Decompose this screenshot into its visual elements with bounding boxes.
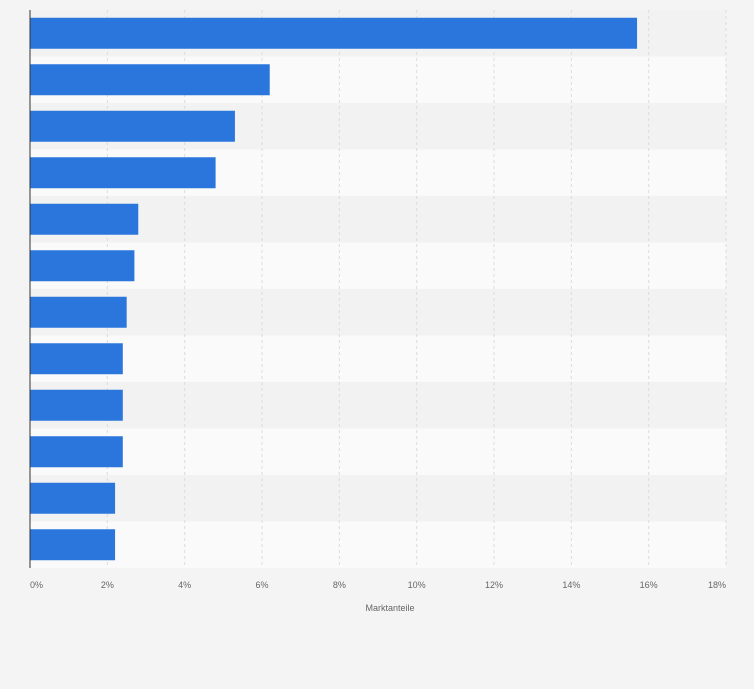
row-band <box>30 289 726 336</box>
bar[interactable] <box>30 389 123 421</box>
bar[interactable] <box>30 17 638 49</box>
bar[interactable] <box>30 482 116 514</box>
x-tick-label: 2% <box>101 580 114 590</box>
x-tick-label: 16% <box>640 580 658 590</box>
x-tick-label: 8% <box>333 580 346 590</box>
x-tick-label: 18% <box>708 580 726 590</box>
bar[interactable] <box>30 296 127 328</box>
row-band <box>30 475 726 522</box>
row-band <box>30 521 726 568</box>
bar[interactable] <box>30 157 216 189</box>
x-tick-label: 0% <box>30 580 43 590</box>
x-tick-label: 12% <box>485 580 503 590</box>
x-tick-labels: 0% 2% 4% 6% 8% 10% 12% 14% 16% 18% <box>30 580 726 590</box>
x-tick-label: 10% <box>408 580 426 590</box>
row-band <box>30 196 726 243</box>
row-band <box>30 382 726 429</box>
bar[interactable] <box>30 203 139 235</box>
x-axis-title: Marktanteile <box>365 603 414 613</box>
bar[interactable] <box>30 436 123 468</box>
bars <box>30 17 638 561</box>
x-tick-label: 14% <box>562 580 580 590</box>
bar[interactable] <box>30 529 116 561</box>
x-tick-label: 4% <box>178 580 191 590</box>
gridlines <box>106 10 727 568</box>
row-bands <box>30 10 726 568</box>
bar[interactable] <box>30 64 270 96</box>
bar[interactable] <box>30 110 235 142</box>
bar[interactable] <box>30 343 123 375</box>
row-band <box>30 242 726 289</box>
row-band <box>30 335 726 382</box>
bar[interactable] <box>30 250 135 282</box>
x-tick-label: 6% <box>255 580 268 590</box>
row-band <box>30 428 726 475</box>
